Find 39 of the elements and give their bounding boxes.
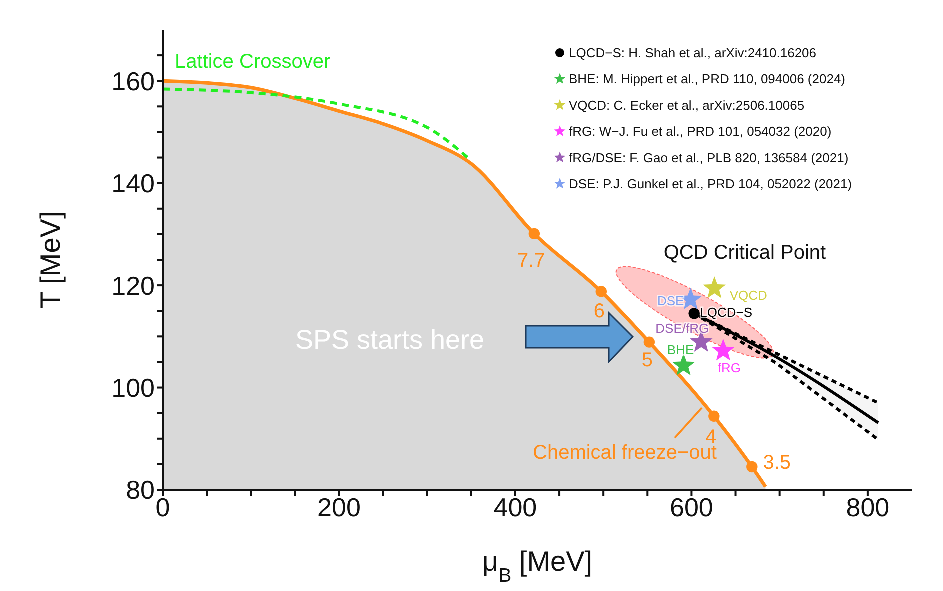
point	[528, 228, 540, 240]
annotation: fRG	[718, 360, 741, 376]
annotation: QCD Critical Point	[664, 242, 827, 264]
point	[708, 410, 720, 422]
legend-label: DSE: P.J. Gunkel et al., PRD 104, 052022 (2021)	[569, 176, 852, 192]
annotation: 7.7	[518, 250, 546, 272]
x-tick-label: 600	[670, 492, 714, 522]
x-axis-title: μ$_{B}$ [MeV]	[482, 546, 593, 587]
y-tick-label: 160	[112, 66, 155, 96]
series-label: Lattice Crossover	[175, 51, 331, 73]
y-tick-label: 100	[112, 373, 155, 404]
legend-label: BHE: M. Hippert et al., PRD 110, 094006 (2024)	[569, 72, 846, 87]
point	[596, 286, 607, 298]
annotation: 3.5	[763, 452, 792, 474]
annotation: BHE	[667, 342, 694, 358]
y-axis-title: T [MeV]	[35, 211, 66, 309]
x-tick-label: 200	[318, 492, 361, 522]
annotation: LQCD−S	[700, 305, 753, 320]
annotation: DSE	[657, 293, 685, 308]
legend-label: fRG: W−J. Fu et al., PRD 101, 054032 (2020)	[569, 124, 832, 140]
y-tick-label: 140	[112, 168, 155, 199]
legend-label: fRG/DSE: F. Gao et al., PLB 820, 136584 (2021)	[569, 150, 849, 166]
x-tick-label: 800	[846, 492, 890, 522]
legend-label: LQCD−S: H. Shah et al., arXiv:2410.16206	[569, 46, 817, 60]
annotation: 5	[642, 349, 653, 372]
x-tick-label: 0	[156, 492, 170, 522]
point	[672, 354, 696, 376]
point	[688, 308, 700, 320]
point	[746, 461, 758, 473]
annotation: 6	[594, 300, 605, 323]
legend-label: VQCD: C. Ecker et al., arXiv:2506.10065	[569, 98, 805, 113]
annotation: VQCD	[730, 288, 768, 304]
y-tick-label: 120	[112, 270, 155, 301]
point	[712, 338, 735, 361]
x-tick-label: 400	[494, 492, 538, 522]
point	[703, 276, 726, 298]
y-tick-label: 80	[126, 475, 155, 506]
point	[644, 336, 656, 348]
series-label: Chemical freeze−out	[533, 442, 718, 464]
